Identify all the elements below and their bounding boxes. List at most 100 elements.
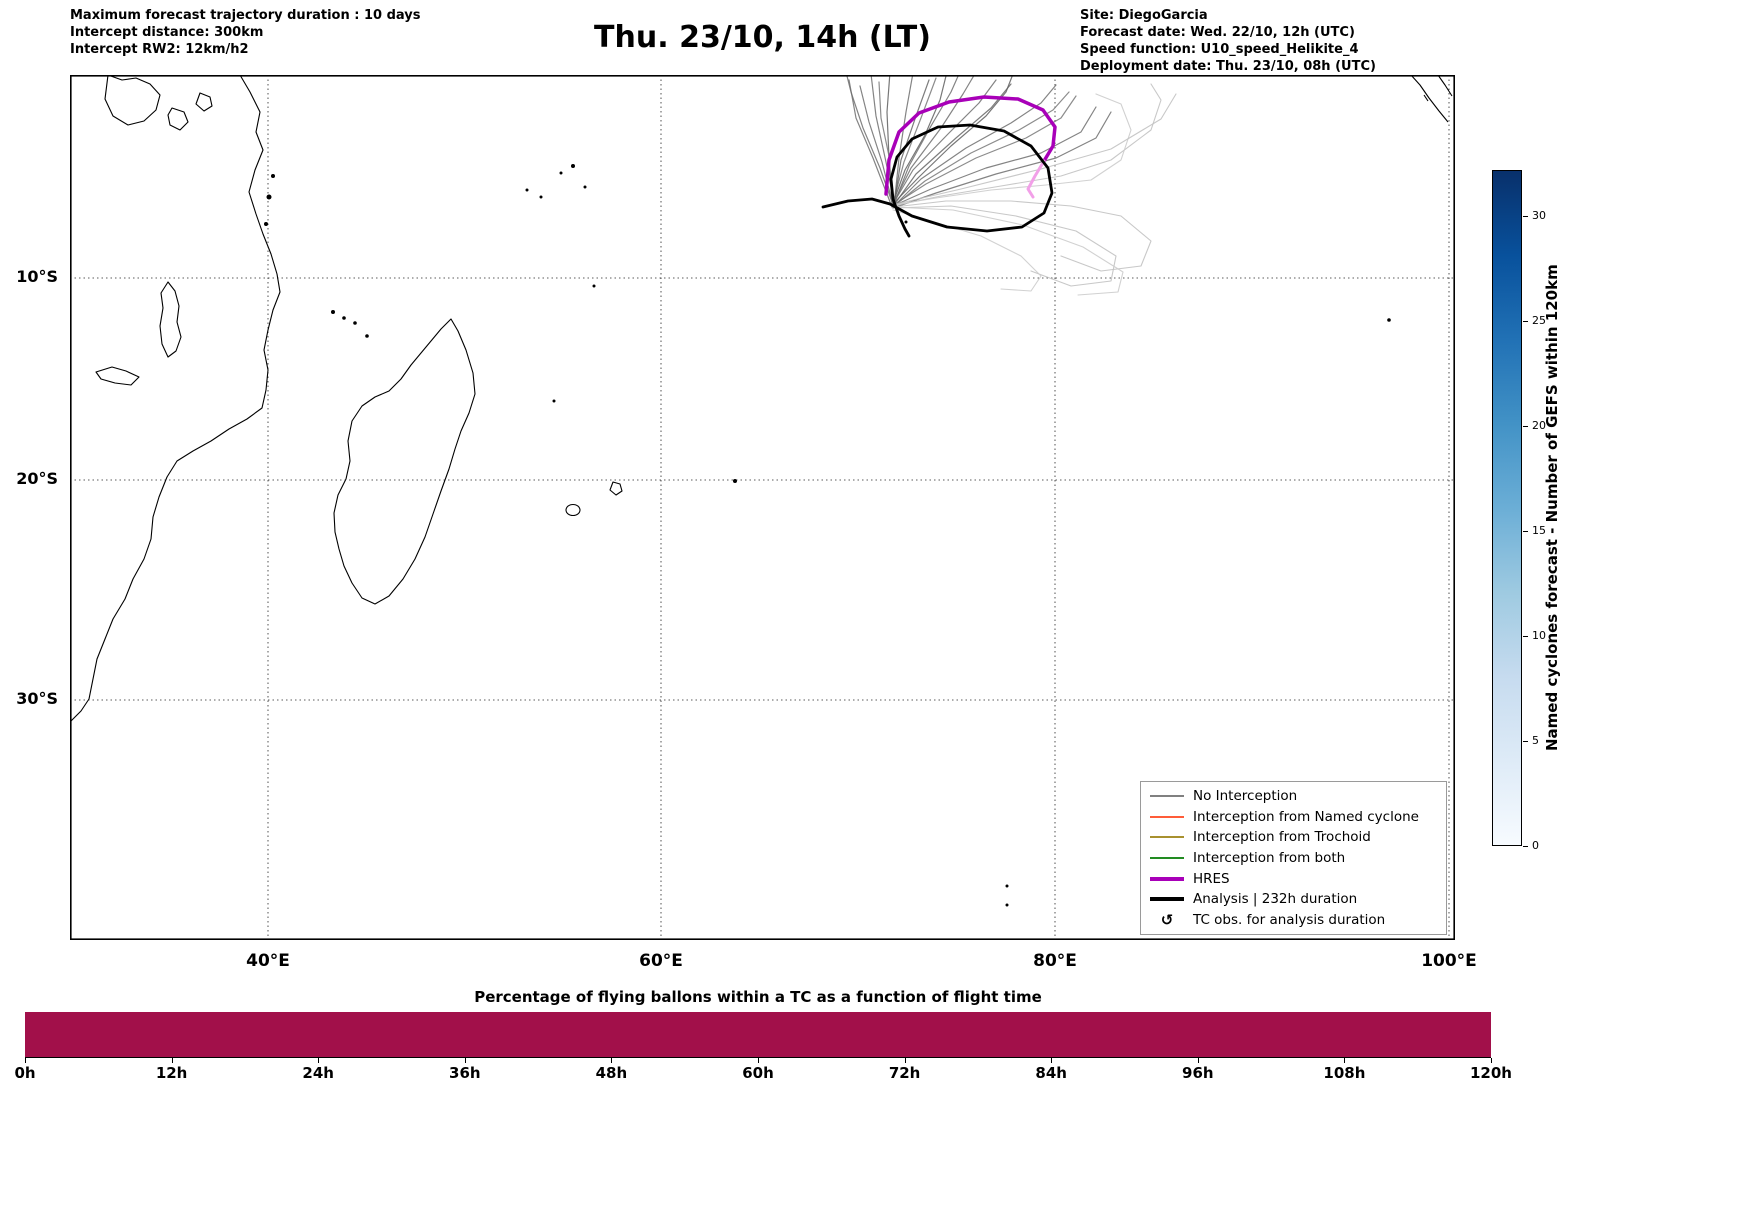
bottom-tick-label: 12h — [155, 1064, 188, 1082]
trajectory-gefs-06 — [891, 75, 975, 207]
africa-coastline — [70, 75, 281, 722]
bottom-tick — [611, 1058, 613, 1063]
trajectory-gefs-24 — [893, 205, 1117, 287]
lake-malawi-outline — [159, 281, 182, 358]
bottom-tick-label: 0h — [14, 1064, 36, 1082]
legend-line-sample — [1150, 856, 1184, 859]
legend-line-swatch — [1150, 856, 1184, 859]
madagascar-coastline — [333, 318, 476, 605]
colorbar-tick-label: 20 — [1532, 419, 1546, 433]
bottom-chart-title: Percentage of flying ballons within a TC… — [474, 988, 1042, 1006]
legend-line-swatch — [1150, 815, 1184, 818]
comoros-island-2 — [342, 316, 346, 320]
bottom-tick — [25, 1058, 26, 1063]
bottom-tick — [464, 1058, 466, 1063]
diego-garcia-island — [904, 220, 908, 224]
sumatra-coastline-2 — [1437, 75, 1453, 97]
trajectory-gefs-15 — [893, 79, 930, 206]
speed-function: Speed function: U10_speed_Helikite_4 — [1080, 42, 1359, 57]
cocos-island — [1387, 318, 1391, 322]
lake-outline-2 — [167, 107, 189, 131]
lon-tick-label: 80°E — [1033, 951, 1077, 971]
colorbar-tick-label: 25 — [1532, 314, 1546, 328]
colorbar-tick — [1523, 426, 1528, 428]
bottom-tick — [1344, 1058, 1346, 1063]
forecast-date: Forecast date: Wed. 22/10, 12h (UTC) — [1080, 25, 1355, 40]
flight-time-percentage-bar — [25, 1012, 1491, 1057]
colorbar-tick-label: 15 — [1532, 524, 1546, 538]
legend-item-label: Interception from Named cyclone — [1193, 808, 1419, 825]
colorbar-tick-label: 10 — [1532, 629, 1546, 643]
legend-line-sample — [1150, 795, 1184, 798]
legend-item: Analysis | 232h duration — [1150, 891, 1437, 907]
lat-tick-label: 30°S — [16, 689, 58, 708]
legend-item-label: TC obs. for analysis duration — [1193, 911, 1386, 928]
bottom-tick-label: 84h — [1035, 1064, 1067, 1082]
amirante-island-2 — [539, 195, 543, 199]
colorbar-tick — [1523, 216, 1528, 218]
bottom-tick-label: 36h — [449, 1064, 481, 1082]
legend-item-label: Interception from Trochoid — [1193, 829, 1371, 846]
amirante-island-1 — [525, 188, 529, 192]
lat-tick-label: 20°S — [16, 469, 58, 488]
legend-tc-obs-marker-icon: ↺ — [1150, 910, 1184, 929]
legend-item-label: No Interception — [1193, 788, 1298, 805]
colorbar-tick — [1523, 741, 1528, 743]
trajectory-gefs-12 — [893, 75, 960, 205]
bottom-tick — [904, 1058, 906, 1063]
trajectory-gefs-22 — [893, 200, 1152, 272]
param-intercept-rw2: Intercept RW2: 12km/h2 — [70, 42, 249, 57]
site-info: Site: DiegoGarcia Forecast date: Wed. 22… — [1080, 7, 1376, 75]
cahora-bassa-outline — [95, 366, 140, 386]
trajectory-gefs-17 — [893, 91, 1070, 207]
lon-tick-label: 60°E — [639, 951, 683, 971]
trajectory-gefs-04 — [893, 75, 914, 207]
bottom-chart-axis — [25, 1057, 1491, 1058]
legend-line-swatch — [1150, 897, 1184, 902]
lake-victoria-outline — [104, 75, 161, 126]
bottom-tick — [318, 1058, 320, 1063]
bottom-tick — [1051, 1058, 1053, 1063]
map-canvas — [70, 75, 1455, 940]
trajectory-gefs-26 — [891, 93, 1177, 206]
bottom-tick — [171, 1058, 173, 1063]
colorbar-tick — [1523, 636, 1528, 638]
rotate-ccw-icon: ↺ — [1160, 910, 1174, 929]
trajectory-gefs-19 — [891, 75, 947, 207]
legend-line-swatch — [1150, 836, 1184, 839]
deployment-date: Deployment date: Thu. 23/10, 08h (UTC) — [1080, 59, 1376, 74]
tromelin-island — [552, 399, 556, 403]
colorbar-tick — [1523, 846, 1528, 847]
bottom-tick-label: 24h — [302, 1064, 334, 1082]
lat-tick-label: 10°S — [16, 267, 58, 286]
trajectory-gefs-18 — [892, 111, 1112, 209]
bottom-tick — [1491, 1058, 1492, 1063]
mafia-island — [264, 222, 268, 226]
bottom-tick-label: 72h — [888, 1064, 921, 1082]
seychelles-island-2 — [559, 171, 563, 175]
colorbar-tick-label: 5 — [1532, 734, 1539, 748]
lake-outline-3 — [195, 92, 213, 112]
bottom-tick — [758, 1058, 759, 1063]
trajectory-gefs-11 — [891, 75, 1014, 206]
legend-line-sample — [1150, 815, 1184, 818]
reunion-outline — [565, 503, 581, 517]
legend-line-sample — [1150, 876, 1184, 881]
sumatra-coastline — [1410, 75, 1449, 123]
bottom-tick-label: 120h — [1470, 1064, 1512, 1082]
param-max-duration: Maximum forecast trajectory duration : 1… — [70, 8, 421, 23]
trajectory-gefs-10 — [892, 106, 1097, 207]
trajectory-gefs-14 — [848, 79, 893, 208]
bottom-tick-label: 48h — [595, 1064, 628, 1082]
colorbar-tick — [1523, 321, 1528, 323]
bottom-tick-label: 96h — [1182, 1064, 1214, 1082]
pemba-island — [271, 174, 275, 178]
trajectory-gefs-27 — [892, 206, 1124, 296]
colorbar-label: Named cyclones forecast - Number of GEFS… — [1543, 264, 1561, 752]
legend-item: HRES — [1150, 871, 1437, 887]
bottom-tick-label: 60h — [742, 1064, 774, 1082]
rodrigues-island — [733, 479, 737, 483]
seychelles-island-3 — [583, 185, 587, 189]
trajectory-gefs-01 — [846, 75, 894, 206]
